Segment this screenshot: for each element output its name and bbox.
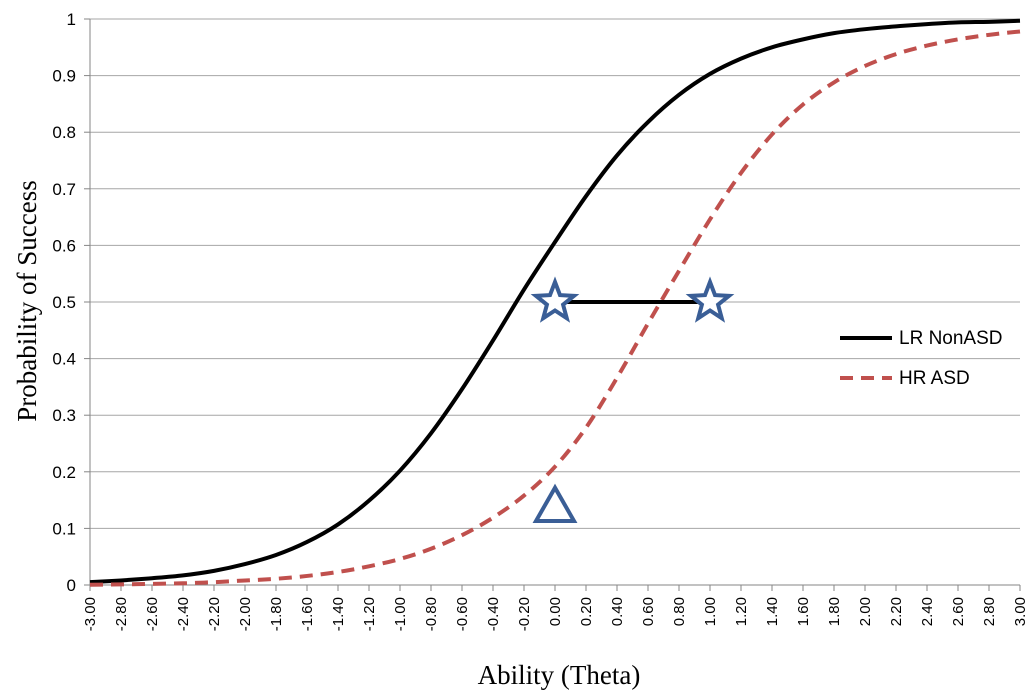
y-tick-label: 1	[67, 10, 76, 29]
x-tick-label: -0.80	[423, 597, 440, 631]
legend-label-hr-asd: HR ASD	[899, 368, 970, 389]
star-marker	[685, 276, 735, 323]
x-tick-label: 2.60	[950, 597, 967, 626]
x-tick-label: -1.80	[268, 597, 285, 631]
star-marker	[530, 276, 580, 323]
y-axis-title: Probability of Success	[12, 180, 42, 421]
x-tick-label: 0.60	[640, 597, 657, 626]
x-tick-label: -2.80	[113, 597, 130, 631]
y-tick-label: 0.3	[52, 406, 76, 425]
x-tick-label: 1.20	[733, 597, 750, 626]
y-tick-label: 0.4	[52, 350, 76, 369]
series-group	[89, 18, 1021, 587]
y-tick-label: 0	[67, 576, 76, 595]
x-tick-label: 2.40	[919, 597, 936, 626]
x-tick-label: -2.00	[237, 597, 254, 631]
x-tick-label: 1.80	[826, 597, 843, 626]
annotation-group	[530, 276, 735, 523]
series-line-lr-nonasd	[89, 18, 1021, 585]
legend-label-lr-nonasd: LR NonASD	[899, 328, 1003, 349]
x-tick-label: -2.40	[175, 597, 192, 631]
x-axis-ticks: -3.00 -2.80 -2.60 -2.40 -2.20 -2.00 -1.80 -1.60…	[82, 597, 1029, 631]
y-axis-ticks: 0 0.1 0.2 0.3 0.4 0.5 0.6 0.7 0.8 0.9 1	[52, 10, 76, 595]
x-tick-label: -1.20	[361, 597, 378, 631]
x-tick-label: -2.20	[206, 597, 223, 631]
x-tick-label: 0.00	[547, 597, 564, 626]
y-tick-label: 0.8	[52, 123, 76, 142]
axes	[84, 18, 1021, 591]
x-tick-label: 2.00	[857, 597, 874, 626]
x-tick-label: 0.20	[578, 597, 595, 626]
x-tick-label: 1.60	[795, 597, 812, 626]
x-tick-label: -1.00	[392, 597, 409, 631]
y-tick-label: 0.9	[52, 67, 76, 86]
x-tick-label: -0.40	[485, 597, 502, 631]
y-tick-label: 0.2	[52, 463, 76, 482]
x-tick-label: 2.20	[888, 597, 905, 626]
x-tick-label: -2.60	[144, 597, 161, 631]
x-tick-label: -0.60	[454, 597, 471, 631]
x-axis-title: Ability (Theta)	[478, 660, 641, 690]
y-tick-label: 0.5	[52, 293, 76, 312]
x-tick-label: -0.20	[516, 597, 533, 631]
x-tick-label: 0.80	[671, 597, 688, 626]
x-tick-label: 1.40	[764, 597, 781, 626]
y-tick-label: 0.6	[52, 236, 76, 255]
x-tick-label: 2.80	[981, 597, 998, 626]
series-line-hr-asd	[89, 29, 1021, 587]
x-tick-label: -3.00	[82, 597, 99, 631]
y-tick-label: 0.1	[52, 519, 76, 538]
x-tick-label: -1.60	[299, 597, 316, 631]
legend: LR NonASD HR ASD	[840, 328, 1003, 389]
grid-lines	[90, 18, 1020, 529]
x-tick-label: -1.40	[330, 597, 347, 631]
x-tick-label: 0.40	[609, 597, 626, 626]
x-tick-label: 3.00	[1012, 597, 1029, 626]
x-tick-label: 1.00	[702, 597, 719, 626]
y-tick-label: 0.7	[52, 180, 76, 199]
triangle-marker	[532, 483, 578, 523]
